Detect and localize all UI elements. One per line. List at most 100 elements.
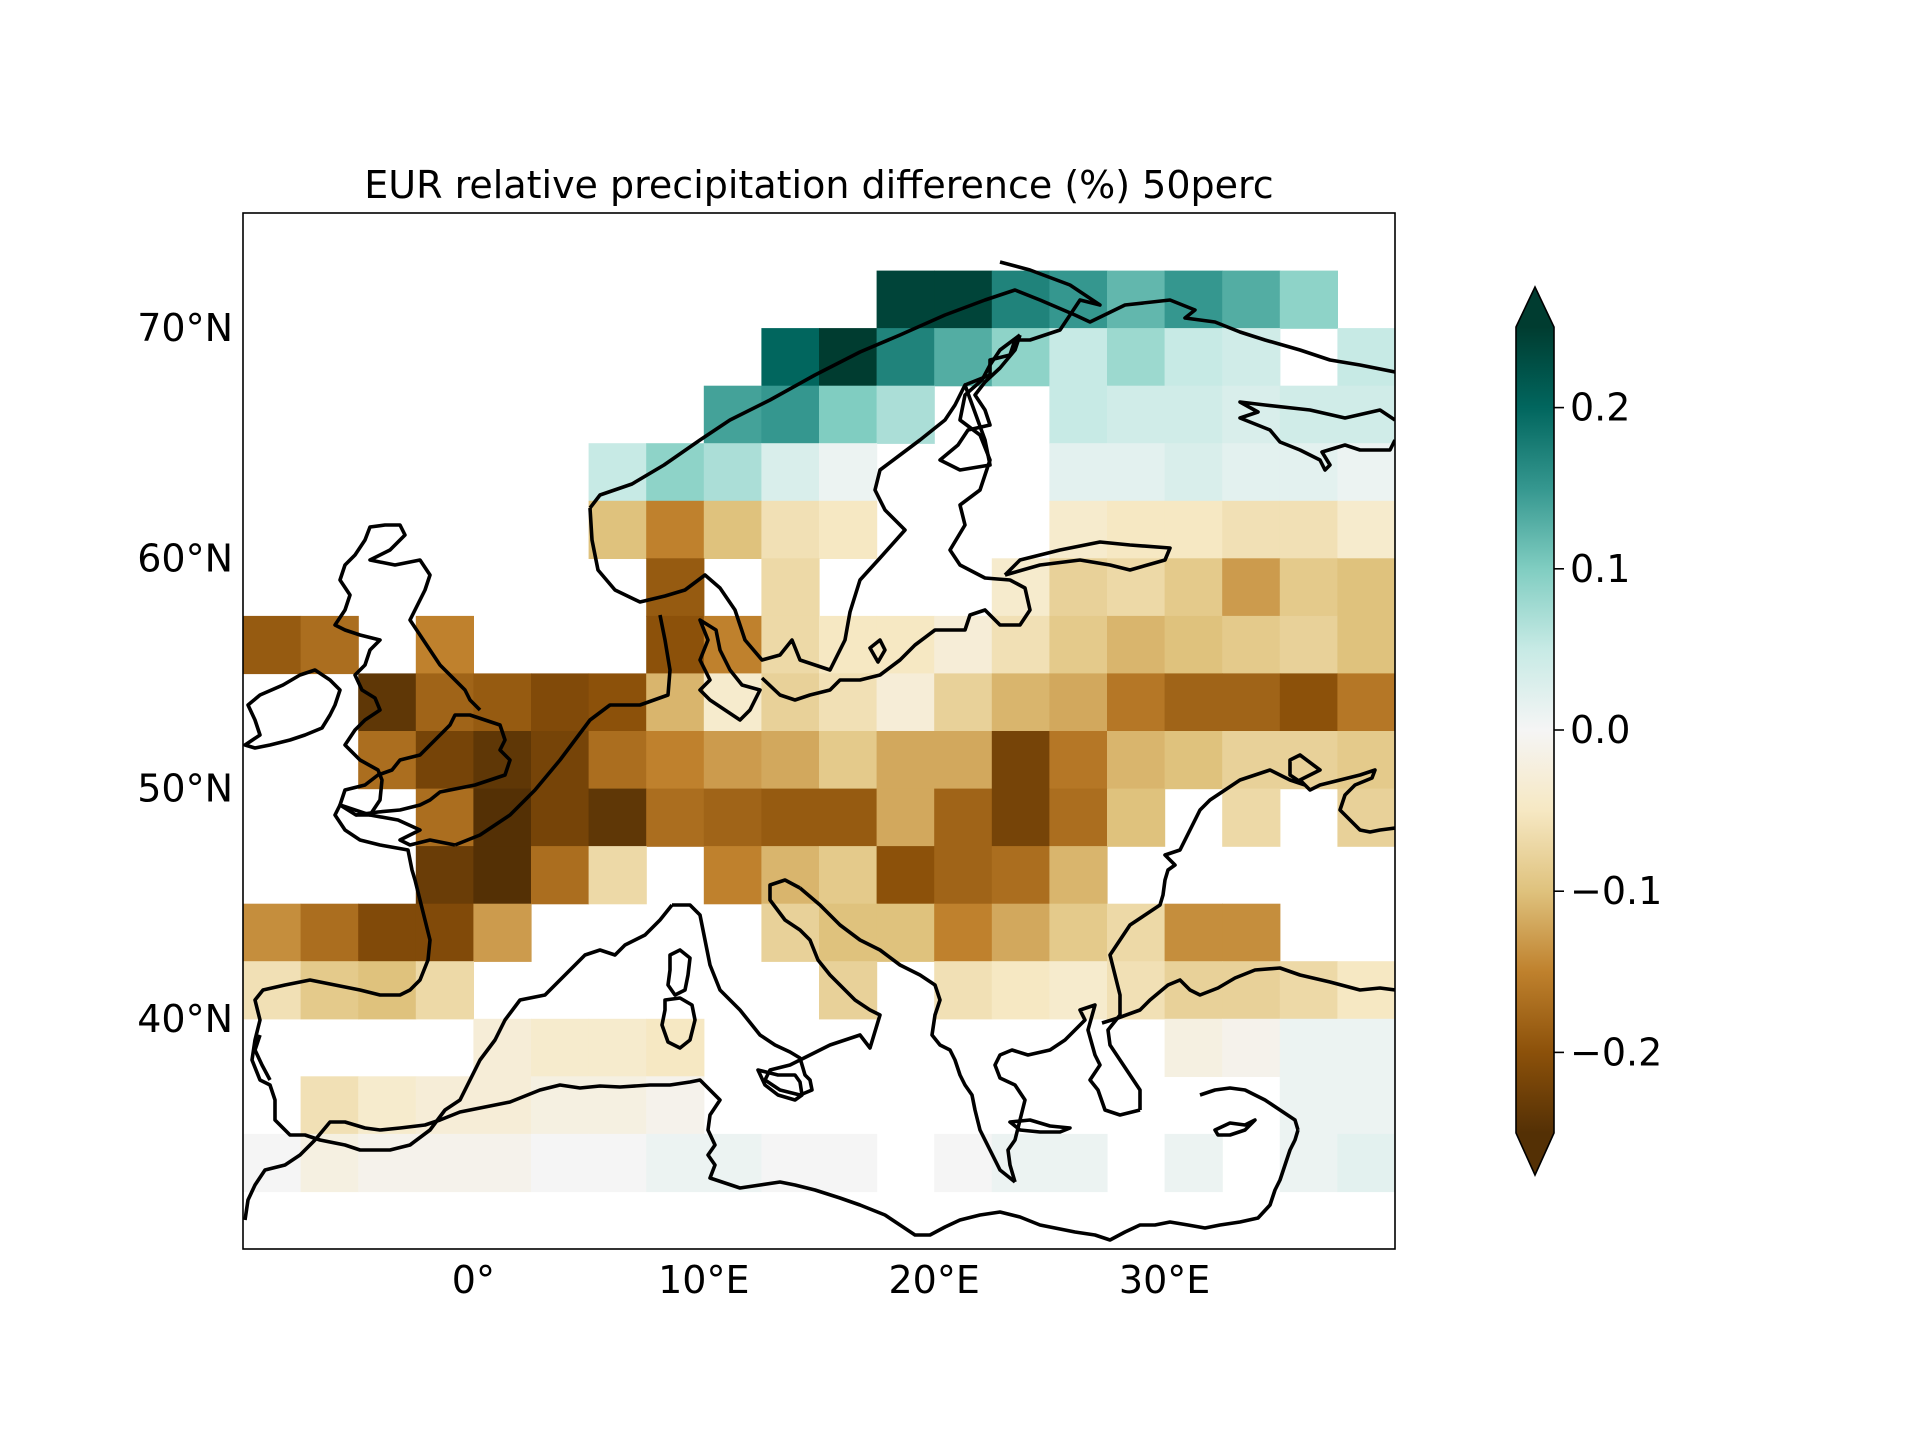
grid-cell bbox=[1107, 673, 1166, 732]
grid-cell bbox=[531, 846, 590, 905]
colorbar-tick-label: 0.0 bbox=[1570, 708, 1630, 752]
grid-cell bbox=[1279, 443, 1338, 502]
coastline-uk-north bbox=[333, 523, 482, 817]
grid-cell bbox=[1164, 328, 1223, 387]
grid-cell bbox=[761, 500, 820, 559]
grid-cell bbox=[934, 1133, 993, 1193]
y-tick-label: 50°N bbox=[137, 767, 233, 811]
grid-cell bbox=[819, 731, 878, 790]
grid-cell bbox=[991, 903, 1050, 962]
x-axis-ticks: 0° 10°E 20°E 30°E bbox=[452, 1258, 1210, 1302]
grid-cell bbox=[703, 500, 762, 559]
grid-cell bbox=[991, 673, 1050, 732]
grid-cell bbox=[1337, 328, 1395, 387]
grid-cell bbox=[415, 846, 474, 905]
grid-cell bbox=[703, 615, 762, 675]
grid-cell bbox=[588, 443, 647, 502]
grid-cell bbox=[703, 731, 762, 790]
colorbar-outline bbox=[1515, 285, 1555, 1177]
grid-cell bbox=[243, 1133, 302, 1193]
coastline-uk bbox=[338, 713, 512, 817]
grid-cell bbox=[1049, 788, 1108, 847]
grid-cell bbox=[1164, 558, 1223, 617]
grid-cell bbox=[646, 1133, 705, 1193]
grid-cell bbox=[1107, 788, 1166, 847]
coastline-italy-boot bbox=[798, 886, 1017, 1184]
x-tick-label: 0° bbox=[452, 1258, 495, 1302]
map-frame bbox=[242, 212, 1396, 1250]
colorbar: 0.2 0.1 0.0 −0.1 −0.2 bbox=[1515, 285, 1662, 1177]
grid-cell bbox=[1337, 500, 1395, 559]
grid-cell bbox=[646, 673, 705, 732]
grid-cell bbox=[703, 846, 762, 905]
grid-cell bbox=[1164, 903, 1223, 962]
grid-cell bbox=[1222, 615, 1281, 675]
grid-cell bbox=[1049, 385, 1108, 444]
grid-cell bbox=[1222, 558, 1281, 617]
grid-cell bbox=[1049, 903, 1108, 962]
grid-cell bbox=[991, 846, 1050, 905]
grid-cell bbox=[646, 1018, 705, 1077]
grid-cell bbox=[761, 673, 820, 732]
coastline-sicily bbox=[756, 1068, 804, 1102]
grid-cell bbox=[646, 500, 705, 559]
coastline-italy bbox=[672, 878, 882, 1097]
grid-cell bbox=[473, 846, 532, 905]
grid-cell bbox=[473, 1076, 532, 1135]
grid-cell bbox=[588, 1133, 647, 1193]
grid-cell bbox=[588, 846, 647, 905]
grid-cell bbox=[358, 731, 417, 790]
grid-cell bbox=[1107, 270, 1166, 329]
grid-cell bbox=[1164, 731, 1223, 790]
y-axis-ticks: 70°N 60°N 50°N 40°N bbox=[137, 306, 233, 1041]
grid-cell bbox=[876, 270, 935, 329]
grid-cell bbox=[1279, 615, 1338, 675]
grid-cell bbox=[934, 673, 993, 732]
grid-cell bbox=[1279, 1076, 1338, 1135]
grid-cell bbox=[473, 673, 532, 732]
grid-cell bbox=[1049, 443, 1108, 502]
grid-cell bbox=[243, 615, 302, 675]
grid-cell bbox=[1222, 1018, 1281, 1077]
grid-cell bbox=[646, 731, 705, 790]
y-tick-label: 60°N bbox=[137, 536, 233, 580]
grid-cell bbox=[531, 1018, 590, 1077]
grid-cell bbox=[1222, 903, 1281, 962]
grid-cell bbox=[1107, 443, 1166, 502]
grid-cell bbox=[1222, 673, 1281, 732]
grid-cell bbox=[243, 903, 302, 962]
grid-cell bbox=[243, 961, 302, 1020]
grid-cell bbox=[991, 731, 1050, 790]
coastline-north-africa bbox=[243, 1078, 1300, 1242]
grid-cell bbox=[876, 788, 935, 847]
grid-cell bbox=[300, 961, 359, 1020]
colorbar-ticks: 0.2 0.1 0.0 −0.1 −0.2 bbox=[1554, 386, 1662, 1074]
grid-cell bbox=[1337, 443, 1395, 502]
grid-cell bbox=[761, 903, 820, 962]
grid-cell bbox=[358, 673, 417, 732]
grid-cell bbox=[646, 788, 705, 847]
grid-cell bbox=[588, 673, 647, 732]
grid-cell bbox=[646, 558, 705, 617]
grid-cell bbox=[473, 731, 532, 790]
grid-cell bbox=[761, 731, 820, 790]
grid-cell bbox=[934, 903, 993, 962]
grid-cell bbox=[473, 903, 532, 962]
grid-cell bbox=[1049, 846, 1108, 905]
grid-cell bbox=[1279, 1133, 1338, 1193]
grid-cell bbox=[876, 328, 935, 387]
grid-cell bbox=[300, 615, 359, 675]
grid-cell bbox=[415, 673, 474, 732]
coastline-black-sea bbox=[1106, 753, 1395, 1110]
grid-cell bbox=[819, 443, 878, 502]
x-tick-label: 30°E bbox=[1119, 1258, 1210, 1302]
grid-cell bbox=[934, 846, 993, 905]
coastline-mainland bbox=[588, 288, 1395, 510]
grid-cell bbox=[1049, 615, 1108, 675]
coastline-crete bbox=[1008, 1118, 1072, 1134]
grid-cell bbox=[819, 673, 878, 732]
grid-cell bbox=[473, 1133, 532, 1193]
grid-cell bbox=[991, 788, 1050, 847]
grid-cell bbox=[1337, 1018, 1395, 1077]
grid-cell bbox=[1107, 500, 1166, 559]
